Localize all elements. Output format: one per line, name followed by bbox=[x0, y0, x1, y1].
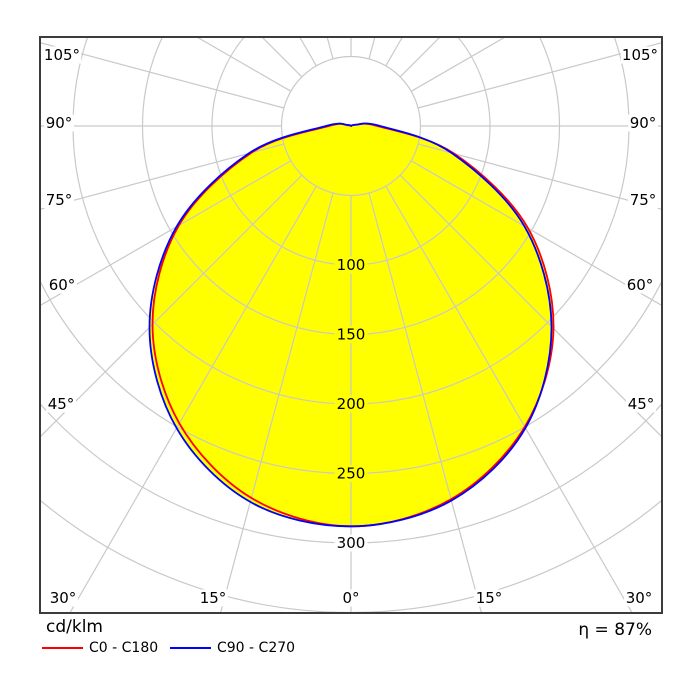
svg-text:200: 200 bbox=[337, 395, 366, 413]
svg-text:45°: 45° bbox=[48, 395, 75, 413]
svg-text:45°: 45° bbox=[628, 395, 655, 413]
curve-c90-c270 bbox=[148, 122, 553, 528]
svg-text:105°: 105° bbox=[44, 46, 80, 64]
svg-text:30°: 30° bbox=[50, 589, 77, 607]
unit-label: cd/klm bbox=[46, 617, 103, 637]
svg-text:15°: 15° bbox=[476, 589, 503, 607]
ring-labels: 100 150 200 250 300 bbox=[334, 256, 368, 552]
svg-text:30°: 30° bbox=[626, 589, 653, 607]
angle-labels: 0° 15° 15° 30° 30° 45° 45° 60° 60° 75° 75° 90° 90° 10… bbox=[42, 46, 660, 607]
svg-text:0°: 0° bbox=[342, 589, 359, 607]
svg-text:75°: 75° bbox=[630, 191, 657, 209]
c0-c180-line-swatch-icon bbox=[42, 647, 83, 649]
svg-text:105°: 105° bbox=[622, 46, 658, 64]
efficiency-label: η = 87% bbox=[578, 620, 652, 640]
svg-text:60°: 60° bbox=[49, 276, 76, 294]
svg-text:15°: 15° bbox=[200, 589, 227, 607]
legend-item-c0-c180: C0 - C180 bbox=[42, 639, 162, 657]
svg-text:150: 150 bbox=[337, 326, 366, 344]
svg-text:250: 250 bbox=[337, 465, 366, 483]
svg-text:75°: 75° bbox=[46, 191, 73, 209]
legend-label-c0-c180: C0 - C180 bbox=[89, 640, 159, 656]
plot-frame bbox=[39, 36, 663, 614]
svg-text:90°: 90° bbox=[630, 114, 657, 132]
c90-c270-line-swatch-icon bbox=[170, 647, 211, 649]
legend-label-c90-c270: C90 - C270 bbox=[217, 640, 296, 656]
svg-text:300: 300 bbox=[337, 534, 366, 552]
svg-text:60°: 60° bbox=[627, 276, 654, 294]
svg-text:90°: 90° bbox=[46, 114, 73, 132]
svg-text:100: 100 bbox=[337, 256, 366, 274]
legend-item-c90-c270: C90 - C270 bbox=[170, 639, 300, 657]
